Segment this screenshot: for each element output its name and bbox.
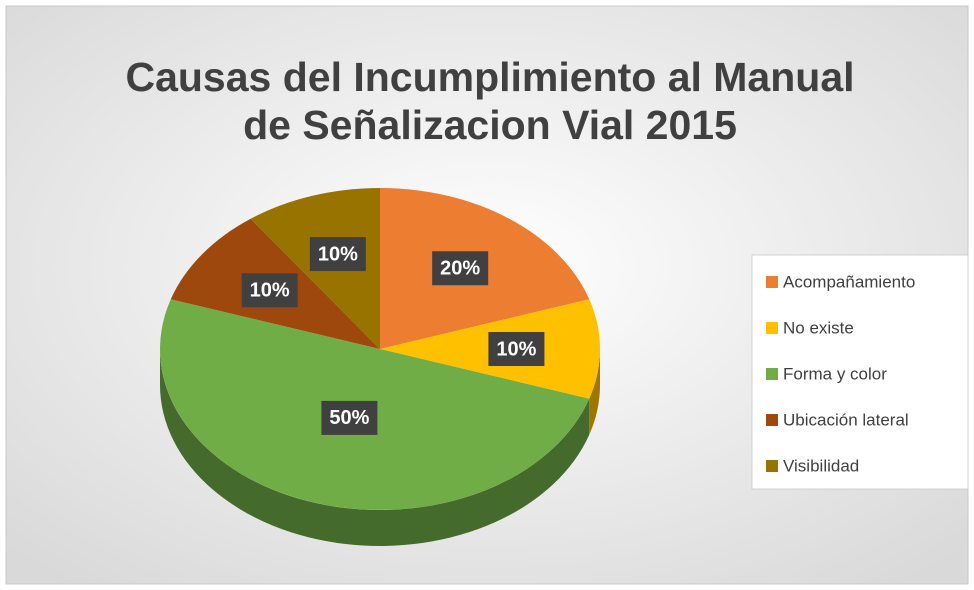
slice-side bbox=[160, 349, 590, 546]
data-label-box bbox=[241, 273, 298, 308]
data-label: 10% bbox=[250, 280, 290, 302]
legend-swatch bbox=[766, 368, 778, 380]
legend-label: Acompañamiento bbox=[783, 272, 915, 291]
legend-swatch bbox=[766, 322, 778, 334]
data-label-box bbox=[432, 251, 489, 286]
data-label: 10% bbox=[318, 243, 358, 265]
chart-title: Causas del Incumplimiento al Manual de Se… bbox=[125, 54, 854, 148]
legend-label: Forma y color bbox=[783, 364, 887, 383]
legend-swatch bbox=[766, 460, 778, 472]
data-label: 10% bbox=[496, 338, 536, 360]
legend-swatch bbox=[766, 414, 778, 426]
data-label: 50% bbox=[329, 407, 369, 429]
legend-label: No existe bbox=[783, 318, 854, 337]
data-label: 20% bbox=[440, 258, 480, 280]
data-label-box bbox=[488, 332, 545, 366]
legend-swatch bbox=[766, 276, 778, 288]
slice-side bbox=[589, 349, 600, 435]
legend-label: Ubicación lateral bbox=[783, 410, 909, 429]
legend-label: Visibilidad bbox=[783, 456, 859, 475]
legend-box bbox=[751, 254, 969, 490]
data-label-box bbox=[321, 400, 378, 435]
data-label-box bbox=[309, 237, 366, 272]
